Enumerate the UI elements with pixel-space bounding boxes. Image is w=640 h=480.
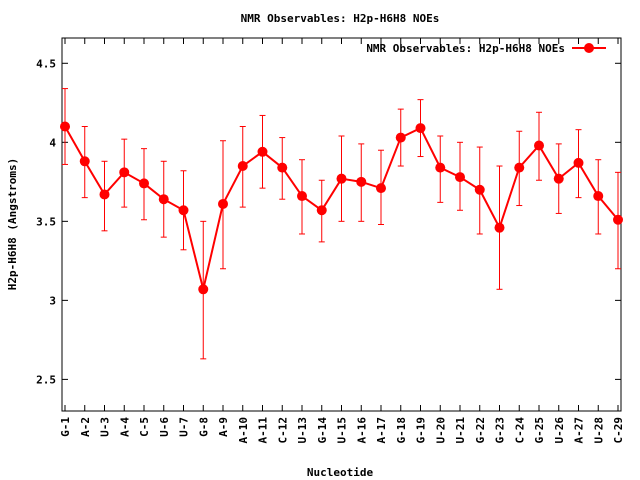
legend: NMR Observables: H2p-H6H8 NOEs — [366, 42, 606, 55]
x-tick-label: G-19 — [415, 417, 428, 444]
data-point — [277, 162, 288, 173]
series-layer — [60, 88, 623, 360]
y-axis-label: H2p-H6H8 (Angstroms) — [6, 158, 19, 290]
x-tick-label: A-16 — [355, 417, 368, 444]
y-tick-label: 3.5 — [36, 215, 56, 228]
data-point — [158, 194, 169, 205]
data-point — [593, 191, 604, 202]
data-point — [218, 198, 228, 209]
x-axis-label: Nucleotide — [307, 466, 374, 479]
x-tick-label: G-14 — [316, 417, 329, 444]
x-tick-label: A-9 — [217, 417, 230, 437]
x-tick-label: G-25 — [533, 417, 546, 444]
data-point — [395, 132, 406, 143]
x-tick-label: U-15 — [336, 417, 349, 444]
chart-title: NMR Observables: H2p-H6H8 NOEs — [241, 12, 440, 25]
data-point — [514, 162, 525, 173]
data-point — [553, 173, 564, 184]
data-point — [79, 156, 90, 167]
x-tick-label: U-20 — [434, 417, 447, 444]
x-tick-label: U-13 — [296, 417, 309, 444]
x-tick-label: C-24 — [513, 417, 526, 444]
x-tick-label: U-26 — [553, 417, 566, 444]
data-point — [474, 184, 485, 195]
data-point — [356, 176, 367, 187]
x-tick-label: C-29 — [612, 417, 625, 444]
data-point — [415, 123, 426, 134]
x-tick-label: A-17 — [375, 417, 388, 444]
data-point — [178, 205, 189, 216]
x-tick-label: G-22 — [474, 417, 487, 444]
plot-area-frame — [61, 37, 622, 412]
y-tick-label: 2.5 — [36, 373, 56, 386]
x-tick-label: A-4 — [118, 417, 131, 437]
data-point — [297, 191, 307, 202]
legend-label: NMR Observables: H2p-H6H8 NOEs — [366, 42, 565, 55]
x-axis: G-1 A-2 U-3 A-4 C-5 U-6 U-7 G-8 A-9 A-10 A-11 C-12 U… — [59, 38, 625, 444]
x-tick-label: G-18 — [395, 417, 408, 444]
x-tick-label: U-21 — [454, 417, 467, 444]
data-point — [99, 189, 110, 200]
data-point — [336, 173, 347, 184]
data-point — [376, 183, 386, 194]
data-point — [316, 205, 327, 216]
x-tick-label: G-8 — [197, 417, 210, 437]
x-tick-label: U-28 — [592, 417, 605, 444]
x-tick-label: A-27 — [573, 417, 586, 444]
data-point — [494, 222, 505, 233]
data-point — [198, 284, 209, 295]
data-point — [455, 172, 465, 183]
data-point — [534, 140, 544, 151]
y-tick-label: 4.5 — [36, 57, 56, 70]
x-tick-label: U-6 — [158, 417, 171, 437]
x-tick-label: G-1 — [59, 417, 72, 437]
x-tick-label: U-3 — [99, 417, 112, 437]
x-tick-label: U-7 — [178, 417, 191, 437]
data-point — [257, 146, 268, 157]
x-tick-label: G-23 — [494, 417, 507, 444]
data-point — [119, 167, 130, 178]
y-axis: 2.5 3 3.5 4 4.5 — [36, 57, 621, 386]
y-tick-label: 4 — [49, 136, 56, 149]
y-tick-label: 3 — [49, 294, 56, 307]
x-tick-label: A-2 — [79, 417, 92, 437]
x-tick-label: C-12 — [276, 417, 289, 444]
data-point — [237, 161, 248, 172]
data-point — [435, 162, 446, 173]
data-point — [139, 178, 149, 189]
x-tick-label: C-5 — [138, 417, 151, 437]
data-point — [573, 157, 584, 168]
x-tick-label: A-11 — [257, 417, 270, 444]
x-tick-label: A-10 — [237, 417, 250, 444]
data-point — [60, 121, 70, 132]
legend-marker-sample — [584, 43, 594, 53]
data-point — [613, 214, 623, 225]
